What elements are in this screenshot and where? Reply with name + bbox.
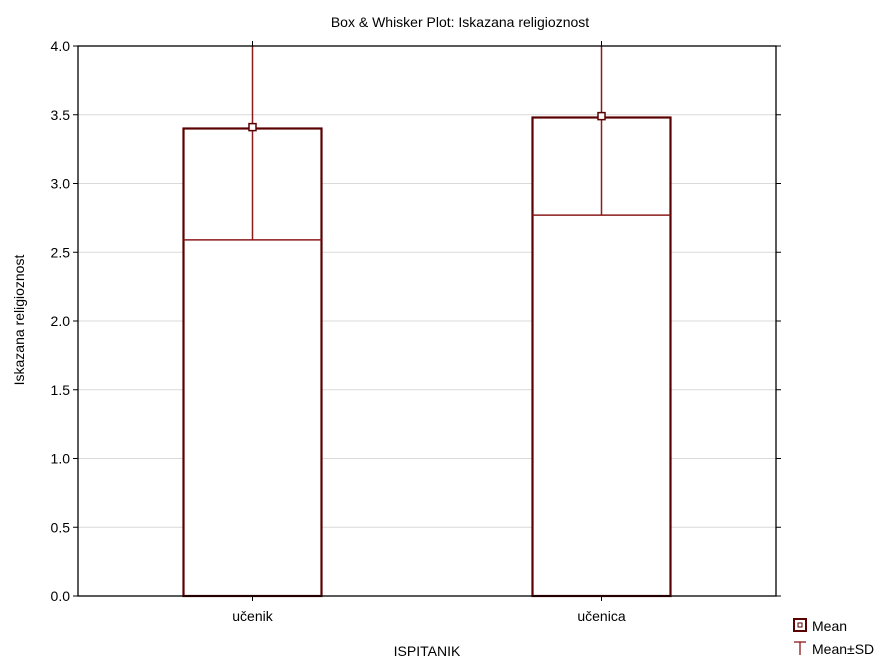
plot-frame <box>77 45 777 597</box>
mean-marker <box>248 122 257 132</box>
y-tick-label: 4.0 <box>51 38 71 54</box>
y-tick-label: 3.5 <box>51 107 71 123</box>
chart-title: Box & Whisker Plot: Iskazana religioznos… <box>331 14 589 30</box>
y-axis-ticks: 0.0 0.5 1.0 1.5 2.0 2.5 3.0 3.5 4.0 <box>51 38 781 604</box>
legend-sd-icon <box>794 641 806 655</box>
y-tick-label: 0.5 <box>51 519 71 535</box>
box-group-1 <box>531 46 672 598</box>
x-axis-ticks: učenik učenica <box>232 41 626 624</box>
x-tick-label: učenik <box>232 608 273 624</box>
x-tick-label: učenica <box>577 608 625 624</box>
x-axis-title: ISPITANIK <box>394 643 461 658</box>
legend-mean-label: Mean <box>812 618 847 634</box>
y-tick-label: 3.0 <box>51 176 71 192</box>
mean-marker <box>597 111 606 121</box>
legend-sd-label: Mean±SD <box>812 641 874 657</box>
y-tick-label: 1.0 <box>51 451 71 467</box>
legend: Mean Mean±SD <box>793 618 874 657</box>
legend-mean-icon <box>793 618 807 632</box>
y-tick-label: 2.0 <box>51 313 71 329</box>
y-tick-label: 1.5 <box>51 382 71 398</box>
y-tick-label: 2.5 <box>51 244 71 260</box>
box-group-0 <box>182 46 323 598</box>
boxes <box>182 46 672 598</box>
y-axis-title: Iskazana religioznost <box>11 255 27 386</box>
y-tick-label: 0.0 <box>51 588 71 604</box>
